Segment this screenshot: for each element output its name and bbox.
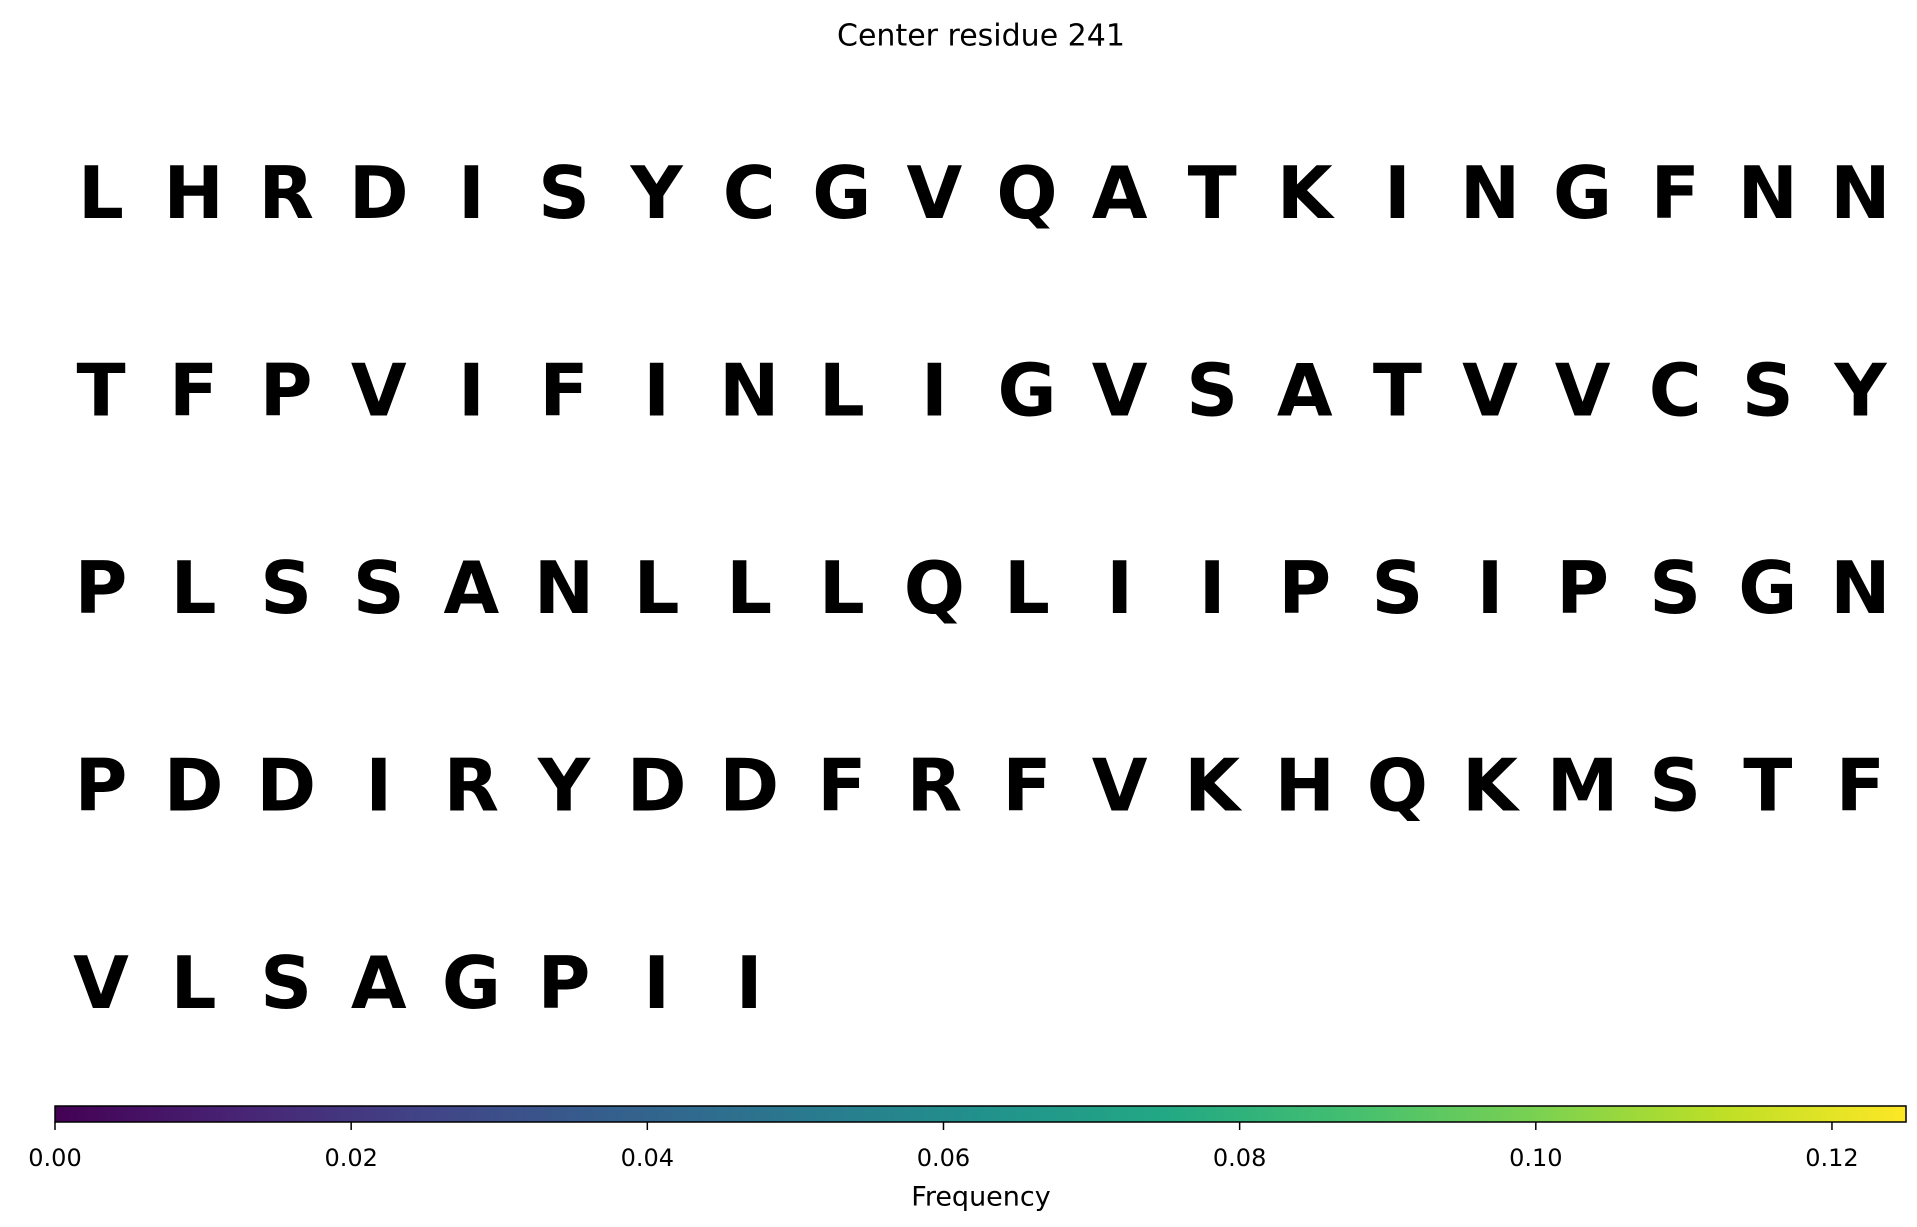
residue-letter: S: [1186, 349, 1238, 433]
residue-letter: G: [442, 941, 501, 1025]
residue-letter: K: [1462, 744, 1520, 828]
residue-letter: L: [634, 546, 680, 630]
residue-letter: R: [907, 744, 962, 828]
residue-letter: K: [1277, 151, 1335, 235]
residue-letter: P: [1278, 546, 1331, 630]
residue-letter: L: [819, 546, 865, 630]
residue-letter: K: [1184, 744, 1242, 828]
residue-letter: S: [538, 151, 590, 235]
residue-letter: I: [458, 151, 485, 235]
residue-letter: Q: [904, 546, 965, 630]
residue-letter: D: [256, 744, 316, 828]
residue-letter: D: [349, 151, 409, 235]
residue-letter: S: [1742, 349, 1794, 433]
residue-letter: C: [1649, 349, 1702, 433]
colorbar-label: Frequency: [911, 1182, 1051, 1213]
residue-letter: G: [812, 151, 871, 235]
residue-letter: V: [1462, 349, 1518, 433]
colorbar-tick-label: 0.02: [324, 1144, 377, 1172]
residue-letter: N: [534, 546, 594, 630]
residue-letter: S: [1649, 744, 1701, 828]
residue-letter: T: [1373, 349, 1422, 433]
residue-letter: G: [1553, 151, 1612, 235]
residue-letter: T: [1188, 151, 1237, 235]
residue-letter: D: [719, 744, 779, 828]
residue-letter: P: [260, 349, 313, 433]
residue-letter: S: [260, 941, 312, 1025]
residue-letter: P: [1556, 546, 1609, 630]
residue-letter: V: [1555, 349, 1611, 433]
residue-letter: F: [539, 349, 588, 433]
residue-letter: I: [365, 744, 392, 828]
residue-letter: F: [1836, 744, 1885, 828]
residue-letter: N: [719, 349, 779, 433]
residue-letter: Y: [630, 151, 684, 235]
residue-letter: A: [1092, 151, 1148, 235]
residue-letter: F: [817, 744, 866, 828]
residue-letter: V: [351, 349, 407, 433]
residue-letter: I: [1477, 546, 1504, 630]
colorbar-tick-label: 0.08: [1213, 1144, 1266, 1172]
residue-letter: G: [997, 349, 1056, 433]
chart-title: Center residue 241: [837, 19, 1125, 54]
residue-letter: V: [73, 941, 129, 1025]
residue-letter: H: [163, 151, 223, 235]
residue-letter: L: [819, 349, 865, 433]
residue-letter: F: [169, 349, 218, 433]
residue-letter: I: [736, 941, 763, 1025]
residue-letter: P: [538, 941, 591, 1025]
residue-letter: L: [171, 546, 217, 630]
residue-letter: C: [723, 151, 776, 235]
residue-letter: S: [260, 546, 312, 630]
residue-letter: I: [1199, 546, 1226, 630]
residue-letter: L: [78, 151, 124, 235]
colorbar-tick-label: 0.12: [1805, 1144, 1858, 1172]
residue-letter: Y: [537, 744, 591, 828]
residue-letter: I: [921, 349, 948, 433]
colorbar-tick-label: 0.10: [1509, 1144, 1562, 1172]
residue-letter: D: [164, 744, 224, 828]
colorbar-tick-label: 0.06: [917, 1144, 970, 1172]
residue-letter: S: [1649, 546, 1701, 630]
colorbar-tick-label: 0.04: [621, 1144, 674, 1172]
residue-letter: P: [75, 546, 128, 630]
colorbar-tick-label: 0.00: [28, 1144, 81, 1172]
residue-letter: N: [1460, 151, 1520, 235]
residue-letter: S: [353, 546, 405, 630]
residue-letter: G: [1738, 546, 1797, 630]
residue-letter: M: [1547, 744, 1619, 828]
residue-letter: I: [458, 349, 485, 433]
residue-letter: I: [1384, 151, 1411, 235]
residue-letter: A: [1277, 349, 1333, 433]
residue-letter: V: [1092, 744, 1148, 828]
residue-letter: I: [643, 941, 670, 1025]
residue-letter: R: [258, 151, 313, 235]
residue-letter: P: [75, 744, 128, 828]
colorbar: [54, 1105, 1907, 1123]
residue-letter: Y: [1833, 349, 1887, 433]
residue-letter: T: [76, 349, 125, 433]
residue-letter: Q: [1367, 744, 1428, 828]
residue-letter: F: [1002, 744, 1051, 828]
residue-letter: V: [907, 151, 963, 235]
residue-letter: Q: [996, 151, 1057, 235]
residue-letter: S: [1371, 546, 1423, 630]
residue-letter: L: [171, 941, 217, 1025]
residue-letter: L: [1004, 546, 1050, 630]
residue-letter: L: [726, 546, 772, 630]
residue-letter: A: [444, 546, 500, 630]
residue-letter: F: [1651, 151, 1700, 235]
residue-letter: I: [1106, 546, 1133, 630]
residue-letter: A: [351, 941, 407, 1025]
residue-letter: R: [444, 744, 499, 828]
residue-letter: V: [1092, 349, 1148, 433]
residue-letter: I: [643, 349, 670, 433]
residue-letter: T: [1743, 744, 1792, 828]
residue-letter: N: [1830, 546, 1890, 630]
residue-letter: N: [1830, 151, 1890, 235]
residue-letter: D: [627, 744, 687, 828]
residue-letter: N: [1738, 151, 1798, 235]
residue-letter: H: [1275, 744, 1335, 828]
